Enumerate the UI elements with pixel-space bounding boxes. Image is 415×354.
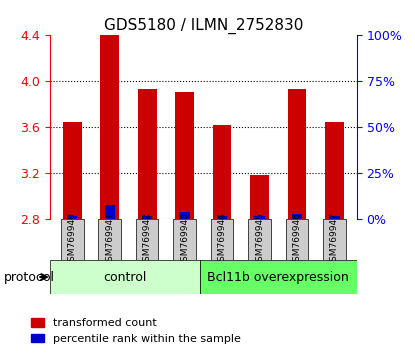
Text: protocol: protocol <box>4 272 55 284</box>
Text: GSM769942: GSM769942 <box>143 212 151 267</box>
Legend: transformed count, percentile rank within the sample: transformed count, percentile rank withi… <box>26 314 245 348</box>
Bar <box>67 216 78 219</box>
Bar <box>175 92 194 219</box>
Bar <box>254 216 265 219</box>
Text: Bcl11b overexpression: Bcl11b overexpression <box>208 270 349 284</box>
Text: GSM769940: GSM769940 <box>68 212 77 267</box>
FancyBboxPatch shape <box>61 219 83 260</box>
Bar <box>288 90 306 219</box>
Bar <box>142 216 152 219</box>
Bar <box>292 214 302 219</box>
Bar <box>213 125 232 219</box>
Text: GSM769946: GSM769946 <box>293 212 301 267</box>
Bar <box>179 212 190 219</box>
FancyBboxPatch shape <box>50 260 200 294</box>
Text: GSM769943: GSM769943 <box>180 212 189 267</box>
FancyBboxPatch shape <box>136 219 159 260</box>
Bar <box>105 205 115 219</box>
Title: GDS5180 / ILMN_2752830: GDS5180 / ILMN_2752830 <box>104 18 303 34</box>
FancyBboxPatch shape <box>173 219 196 260</box>
FancyBboxPatch shape <box>211 219 233 260</box>
Bar <box>217 216 227 219</box>
Bar <box>138 90 156 219</box>
Text: GSM769947: GSM769947 <box>330 212 339 267</box>
FancyBboxPatch shape <box>286 219 308 260</box>
Bar <box>63 122 82 219</box>
Bar <box>329 216 339 219</box>
Text: GSM769944: GSM769944 <box>217 212 227 267</box>
Bar <box>325 122 344 219</box>
FancyBboxPatch shape <box>200 260 357 294</box>
Text: GSM769941: GSM769941 <box>105 212 114 267</box>
FancyBboxPatch shape <box>98 219 121 260</box>
Bar <box>250 175 269 219</box>
FancyBboxPatch shape <box>323 219 346 260</box>
Bar <box>100 35 119 219</box>
Text: GSM769945: GSM769945 <box>255 212 264 267</box>
Text: control: control <box>103 270 146 284</box>
FancyBboxPatch shape <box>248 219 271 260</box>
